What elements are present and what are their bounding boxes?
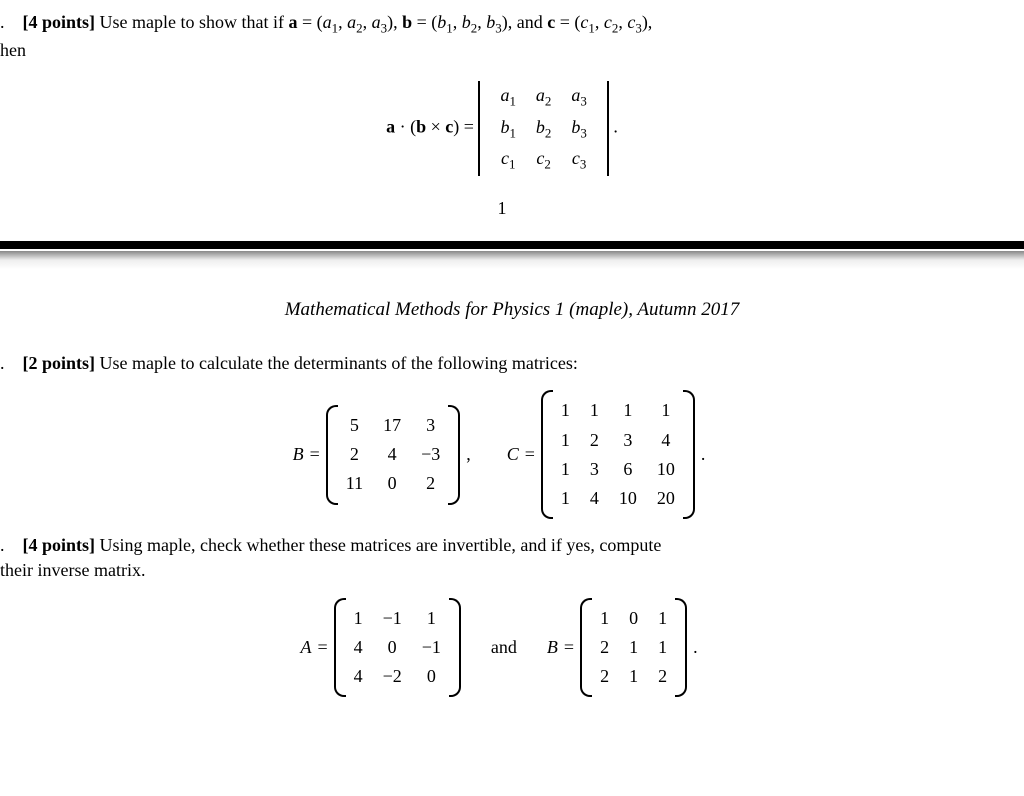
matrix-B2: 101 211 212 — [580, 604, 687, 692]
matrix-C: 1111 1234 13610 141020 — [541, 396, 695, 513]
q3-matrices: A= 1−11 40−1 4−20 and B= 101 — [0, 604, 1004, 692]
page-title: Mathematical Methods for Physics 1 (mapl… — [0, 299, 1024, 321]
question-3: . [4 points] Using maple, check whether … — [0, 533, 1004, 691]
vec-a-sym: a — [288, 12, 297, 32]
page-number: 1 — [0, 196, 1004, 221]
q1-period: . — [613, 117, 618, 137]
q2-C-label: C — [507, 442, 519, 467]
q3-period: . — [693, 635, 698, 660]
vec-c-sym: c — [547, 12, 555, 32]
matrix-A: 1−11 40−1 4−20 — [334, 604, 461, 692]
q3-text-line2: their inverse matrix. — [0, 558, 1004, 583]
q3-text-line1: Using maple, check whether these matrice… — [100, 535, 662, 555]
vec-b-sym: b — [402, 12, 412, 32]
question-2: . [2 points] Use maple to calculate the … — [0, 351, 1004, 513]
q2-matrices: B= 5173 24−3 1102 , C= 1111 — [0, 396, 1004, 513]
q3-A-label: A — [300, 635, 311, 660]
page-divider-shadow — [0, 251, 1024, 269]
q3-B-label: B — [547, 635, 558, 660]
q3-points: [4 points] — [23, 535, 96, 555]
q2-period: . — [701, 442, 706, 467]
matrix-B: 5173 24−3 1102 — [326, 411, 461, 499]
determinant-abc: a1a2a3 b1b2b3 c1c2c3 — [478, 81, 608, 176]
q2-points: [2 points] — [23, 353, 96, 373]
q2-comma: , — [466, 442, 471, 467]
q1-equation: a · (b × c) = a1a2a3 b1b2b3 c1c2c3 . — [0, 81, 1004, 176]
q1-points: [4 points] — [23, 12, 96, 32]
q3-and: and — [491, 635, 517, 660]
q1-hen: hen — [0, 38, 1004, 63]
question-1: . [4 points] Use maple to show that if a… — [0, 10, 1004, 221]
q1-text-a: Use maple to show that if — [100, 12, 289, 32]
q2-text: Use maple to calculate the determinants … — [100, 353, 578, 373]
q2-B-label: B — [293, 442, 304, 467]
page-divider-bar — [0, 241, 1024, 249]
